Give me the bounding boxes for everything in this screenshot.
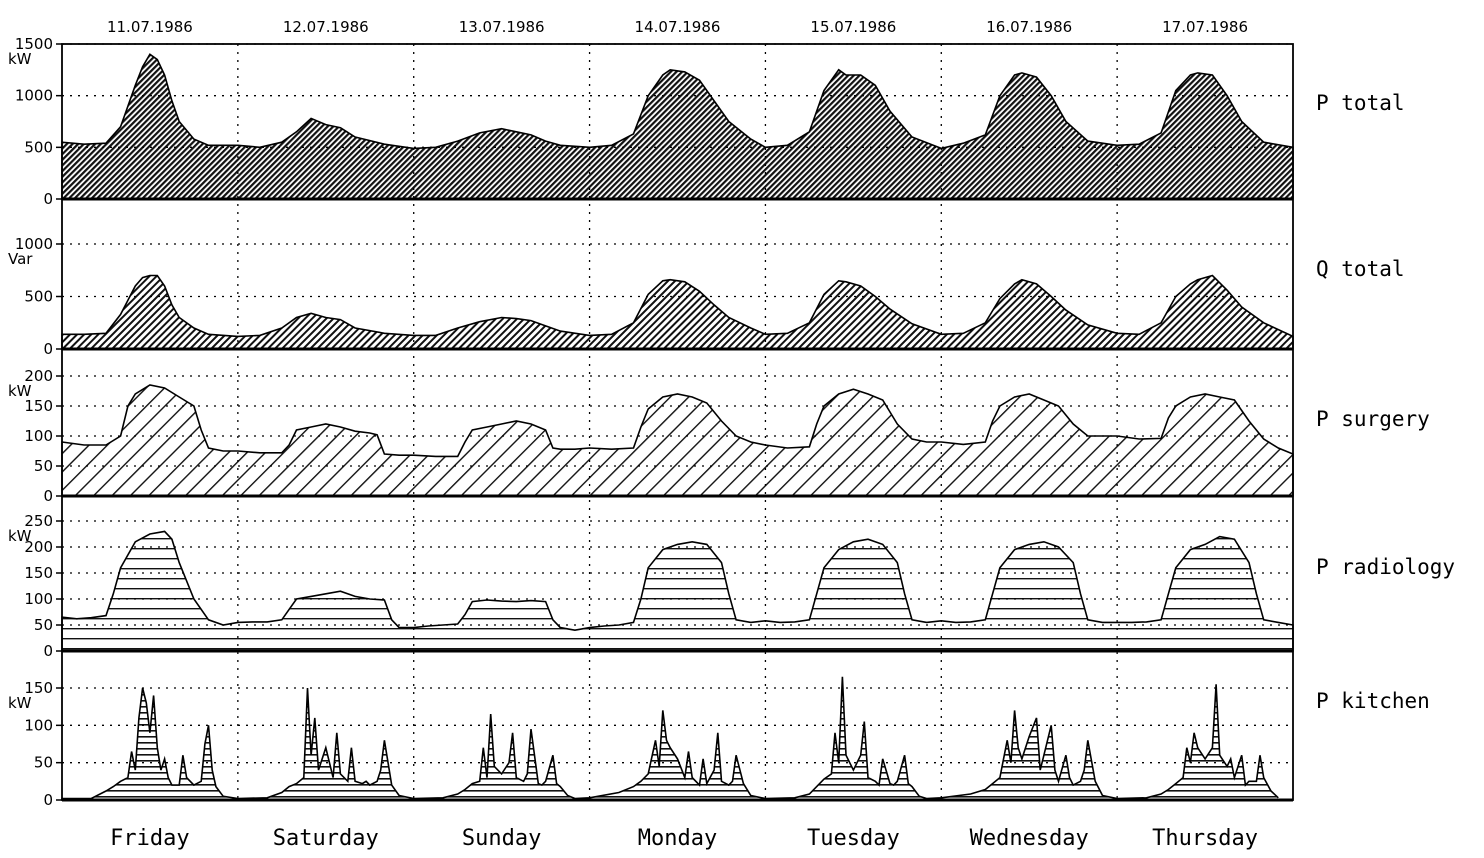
series-area-q-total — [61, 274, 1294, 350]
y-unit-label: kW — [8, 694, 32, 712]
date-label: 17.07.1986 — [1162, 18, 1248, 36]
date-label: 11.07.1986 — [107, 18, 193, 36]
day-label: Saturday — [273, 826, 379, 851]
y-tick-label: 1000 — [15, 235, 53, 253]
chart-frame — [61, 43, 1294, 801]
panel-label: P total — [1316, 91, 1405, 115]
y-tick-label: 250 — [24, 512, 53, 530]
date-label: 16.07.1986 — [986, 18, 1072, 36]
y-tick-label: 0 — [43, 487, 53, 505]
y-tick-label: 50 — [34, 457, 53, 475]
date-label: 15.07.1986 — [810, 18, 896, 36]
y-tick-label: 150 — [24, 564, 53, 582]
panel-label: P radiology — [1316, 555, 1455, 579]
y-tick-label: 50 — [34, 616, 53, 634]
series-area-p-radiology — [61, 530, 1294, 652]
series-area-p-kitchen — [61, 676, 1279, 800]
day-label: Thursday — [1152, 826, 1258, 851]
y-tick-label: 1500 — [15, 35, 53, 53]
y-tick-label: 500 — [24, 288, 53, 306]
y-tick-label: 100 — [24, 716, 53, 734]
day-label: Sunday — [462, 826, 541, 851]
y-tick-label: 50 — [34, 754, 53, 772]
y-tick-label: 0 — [43, 642, 53, 660]
series-area-p-surgery — [61, 384, 1294, 497]
date-label: 14.07.1986 — [635, 18, 721, 36]
y-unit-label: kW — [8, 527, 32, 545]
day-labels: Friday Saturday Sunday Monday Tuesday Wednesd… — [110, 826, 1258, 851]
day-label: Wednesday — [970, 826, 1089, 851]
day-label: Tuesday — [807, 826, 900, 851]
y-unit-label: kW — [8, 382, 32, 400]
y-tick-label: 200 — [24, 367, 53, 385]
y-tick-label: 100 — [24, 427, 53, 445]
panel-label: P surgery — [1316, 407, 1430, 431]
y-tick-label: 150 — [24, 397, 53, 415]
day-label: Friday — [110, 826, 189, 851]
date-label: 13.07.1986 — [459, 18, 545, 36]
day-label: Monday — [638, 826, 717, 851]
y-unit-label: kW — [8, 50, 32, 68]
y-tick-label: 0 — [43, 190, 53, 208]
date-label: 12.07.1986 — [283, 18, 369, 36]
y-tick-label: 1000 — [15, 87, 53, 105]
y-tick-label: 500 — [24, 138, 53, 156]
plot-border — [61, 43, 1294, 801]
series-area-p-total — [61, 53, 1294, 200]
y-tick-label: 150 — [24, 679, 53, 697]
y-tick-label: 200 — [24, 538, 53, 556]
y-tick-label: 0 — [43, 340, 53, 358]
panel-label: Q total — [1316, 257, 1405, 281]
y-tick-label: 0 — [43, 791, 53, 809]
panel-label: P kitchen — [1316, 689, 1430, 713]
y-tick-label: 100 — [24, 590, 53, 608]
date-labels: 11.07.1986 12.07.1986 13.07.1986 14.07.1986… — [107, 18, 1248, 36]
y-unit-label: Var — [8, 250, 33, 268]
